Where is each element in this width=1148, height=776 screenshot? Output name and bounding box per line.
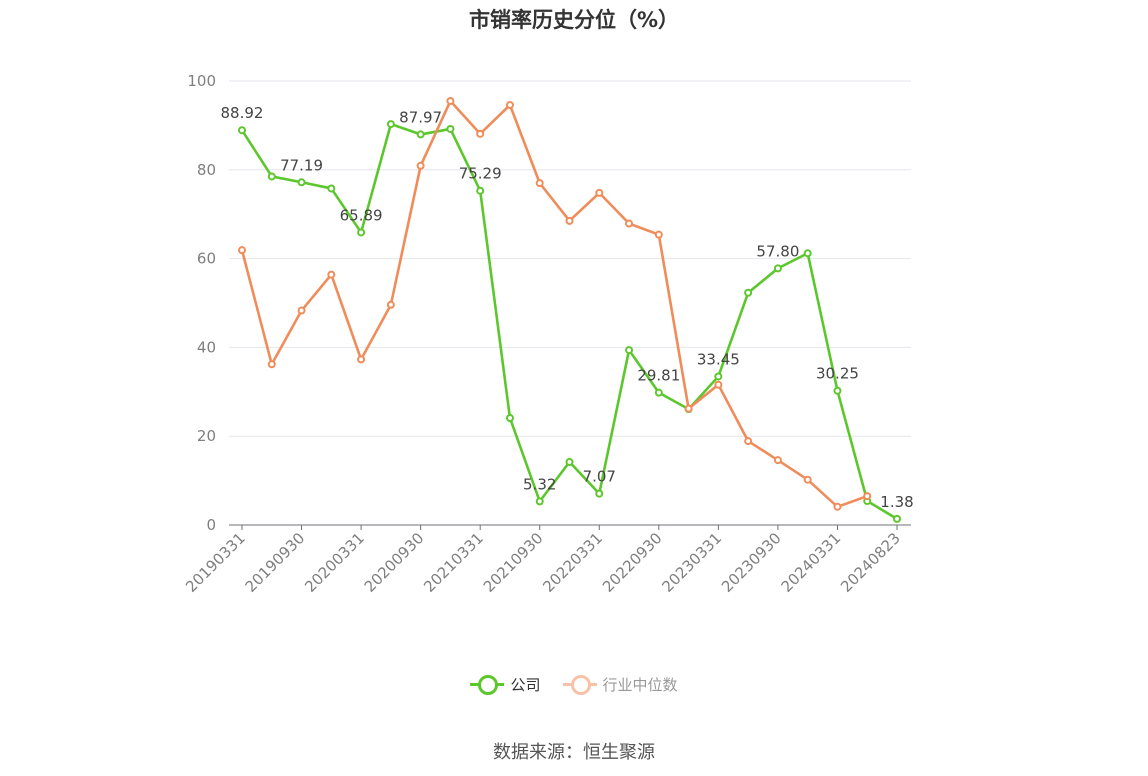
data-point-company	[803, 249, 812, 258]
x-tick-label: 20190930	[242, 529, 309, 596]
x-tick-label: 20200331	[301, 529, 368, 596]
data-point-company	[357, 228, 366, 237]
data-point-industry-median	[863, 492, 872, 501]
data-point-industry-median	[446, 96, 455, 105]
data-point-company	[535, 497, 544, 506]
data-point-company	[238, 126, 246, 135]
data-label-company: 30.25	[816, 365, 859, 383]
data-label-company: 33.45	[697, 350, 740, 368]
data-point-industry-median	[654, 230, 663, 239]
data-point-industry-median	[625, 219, 634, 228]
x-tick-label: 20240331	[778, 529, 845, 596]
data-point-industry-median	[595, 188, 604, 197]
data-point-industry-median	[744, 437, 753, 446]
data-point-company	[773, 264, 782, 273]
y-tick-label: 20	[197, 427, 216, 445]
x-tick-label: 20220930	[599, 529, 666, 596]
data-label-company: 65.89	[340, 206, 383, 224]
legend-item-industry-median[interactable]: 行业中位数	[562, 672, 678, 696]
data-point-industry-median	[505, 100, 514, 109]
y-tick-label: 100	[187, 72, 216, 90]
data-point-company	[565, 457, 574, 466]
data-label-company: 88.92	[221, 104, 264, 122]
data-label-company: 7.07	[583, 468, 616, 486]
data-point-industry-median	[773, 456, 782, 465]
y-tick-label: 80	[197, 161, 216, 179]
data-point-industry-median	[476, 129, 485, 138]
data-point-industry-median	[684, 404, 693, 413]
series-layer	[238, 96, 901, 523]
data-label-layer: 88.92 77.19 65.89 87.97 75.29 5.32 7.07 29.81 33…	[221, 104, 914, 511]
data-label-company: 29.81	[637, 367, 680, 385]
data-point-company	[744, 288, 753, 297]
y-tick-label: 60	[197, 250, 216, 268]
data-point-company	[386, 120, 395, 129]
data-point-industry-median	[327, 270, 336, 279]
x-tick-label: 20230930	[718, 529, 785, 596]
data-point-company	[297, 178, 306, 187]
data-label-company: 75.29	[459, 165, 502, 183]
x-tick-label: 20230331	[658, 529, 725, 596]
data-point-industry-median	[297, 306, 306, 315]
data-point-company	[416, 130, 425, 139]
data-point-company	[505, 413, 514, 422]
data-point-industry-median	[357, 355, 366, 364]
data-point-industry-median	[267, 360, 276, 369]
x-tick-label: 20210331	[420, 529, 487, 596]
legend-item-company[interactable]: 公司	[470, 672, 541, 696]
legend-label-company: 公司	[510, 675, 541, 694]
data-point-industry-median	[386, 300, 395, 309]
axis-layer: 0 20 40 60 80 100 2019033120190930202003312020…	[182, 72, 911, 596]
data-point-company	[476, 186, 485, 195]
x-tick-label: 20190331	[182, 529, 249, 596]
data-label-company: 1.38	[880, 493, 913, 511]
y-tick-label: 40	[197, 338, 216, 356]
data-label-company: 5.32	[523, 475, 556, 493]
y-tick-label: 0	[206, 516, 216, 534]
data-label-company: 87.97	[399, 108, 442, 126]
data-point-company	[595, 489, 604, 498]
legend-label-industry-median: 行业中位数	[602, 675, 678, 694]
data-label-company: 57.80	[756, 242, 799, 260]
legend-industry-swatch-icon	[562, 672, 597, 696]
data-point-company	[267, 172, 276, 181]
data-point-company	[833, 386, 842, 395]
legend: 公司 行业中位数	[0, 672, 1148, 696]
data-point-industry-median	[565, 216, 574, 225]
x-tick-label: 20220331	[539, 529, 606, 596]
data-point-industry-median	[535, 179, 544, 188]
series-line-industry-median	[240, 99, 868, 509]
data-point-industry-median	[416, 161, 425, 170]
data-point-company	[654, 388, 663, 397]
data-point-company	[625, 346, 634, 355]
data-point-company	[446, 124, 455, 133]
x-tick-label: 20240823	[837, 529, 904, 596]
data-point-industry-median	[714, 380, 723, 389]
data-point-industry-median	[833, 502, 842, 511]
chart-title: 市销率历史分位（%）	[468, 8, 680, 32]
data-label-company: 77.19	[280, 156, 323, 174]
data-point-company	[893, 514, 901, 523]
data-source: 数据来源：恒生聚源	[493, 742, 655, 763]
data-point-industry-median	[803, 475, 812, 484]
legend-company-swatch-icon	[470, 672, 505, 696]
data-point-company	[327, 184, 336, 193]
x-tick-label: 20210930	[480, 529, 547, 596]
data-point-industry-median	[238, 246, 246, 255]
data-point-company	[714, 372, 723, 381]
x-tick-label: 20200930	[361, 529, 428, 596]
